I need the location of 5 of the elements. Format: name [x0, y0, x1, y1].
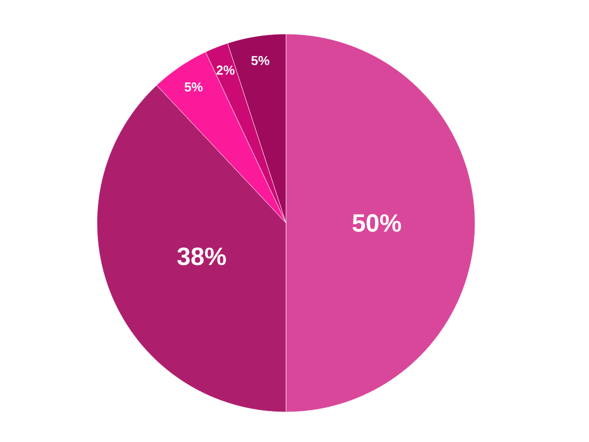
data-label: 38% — [177, 248, 226, 266]
data-label: 50% — [352, 214, 401, 232]
data-label: 5% — [184, 82, 203, 92]
data-label: 5% — [251, 56, 270, 66]
data-label: 2% — [216, 66, 234, 75]
